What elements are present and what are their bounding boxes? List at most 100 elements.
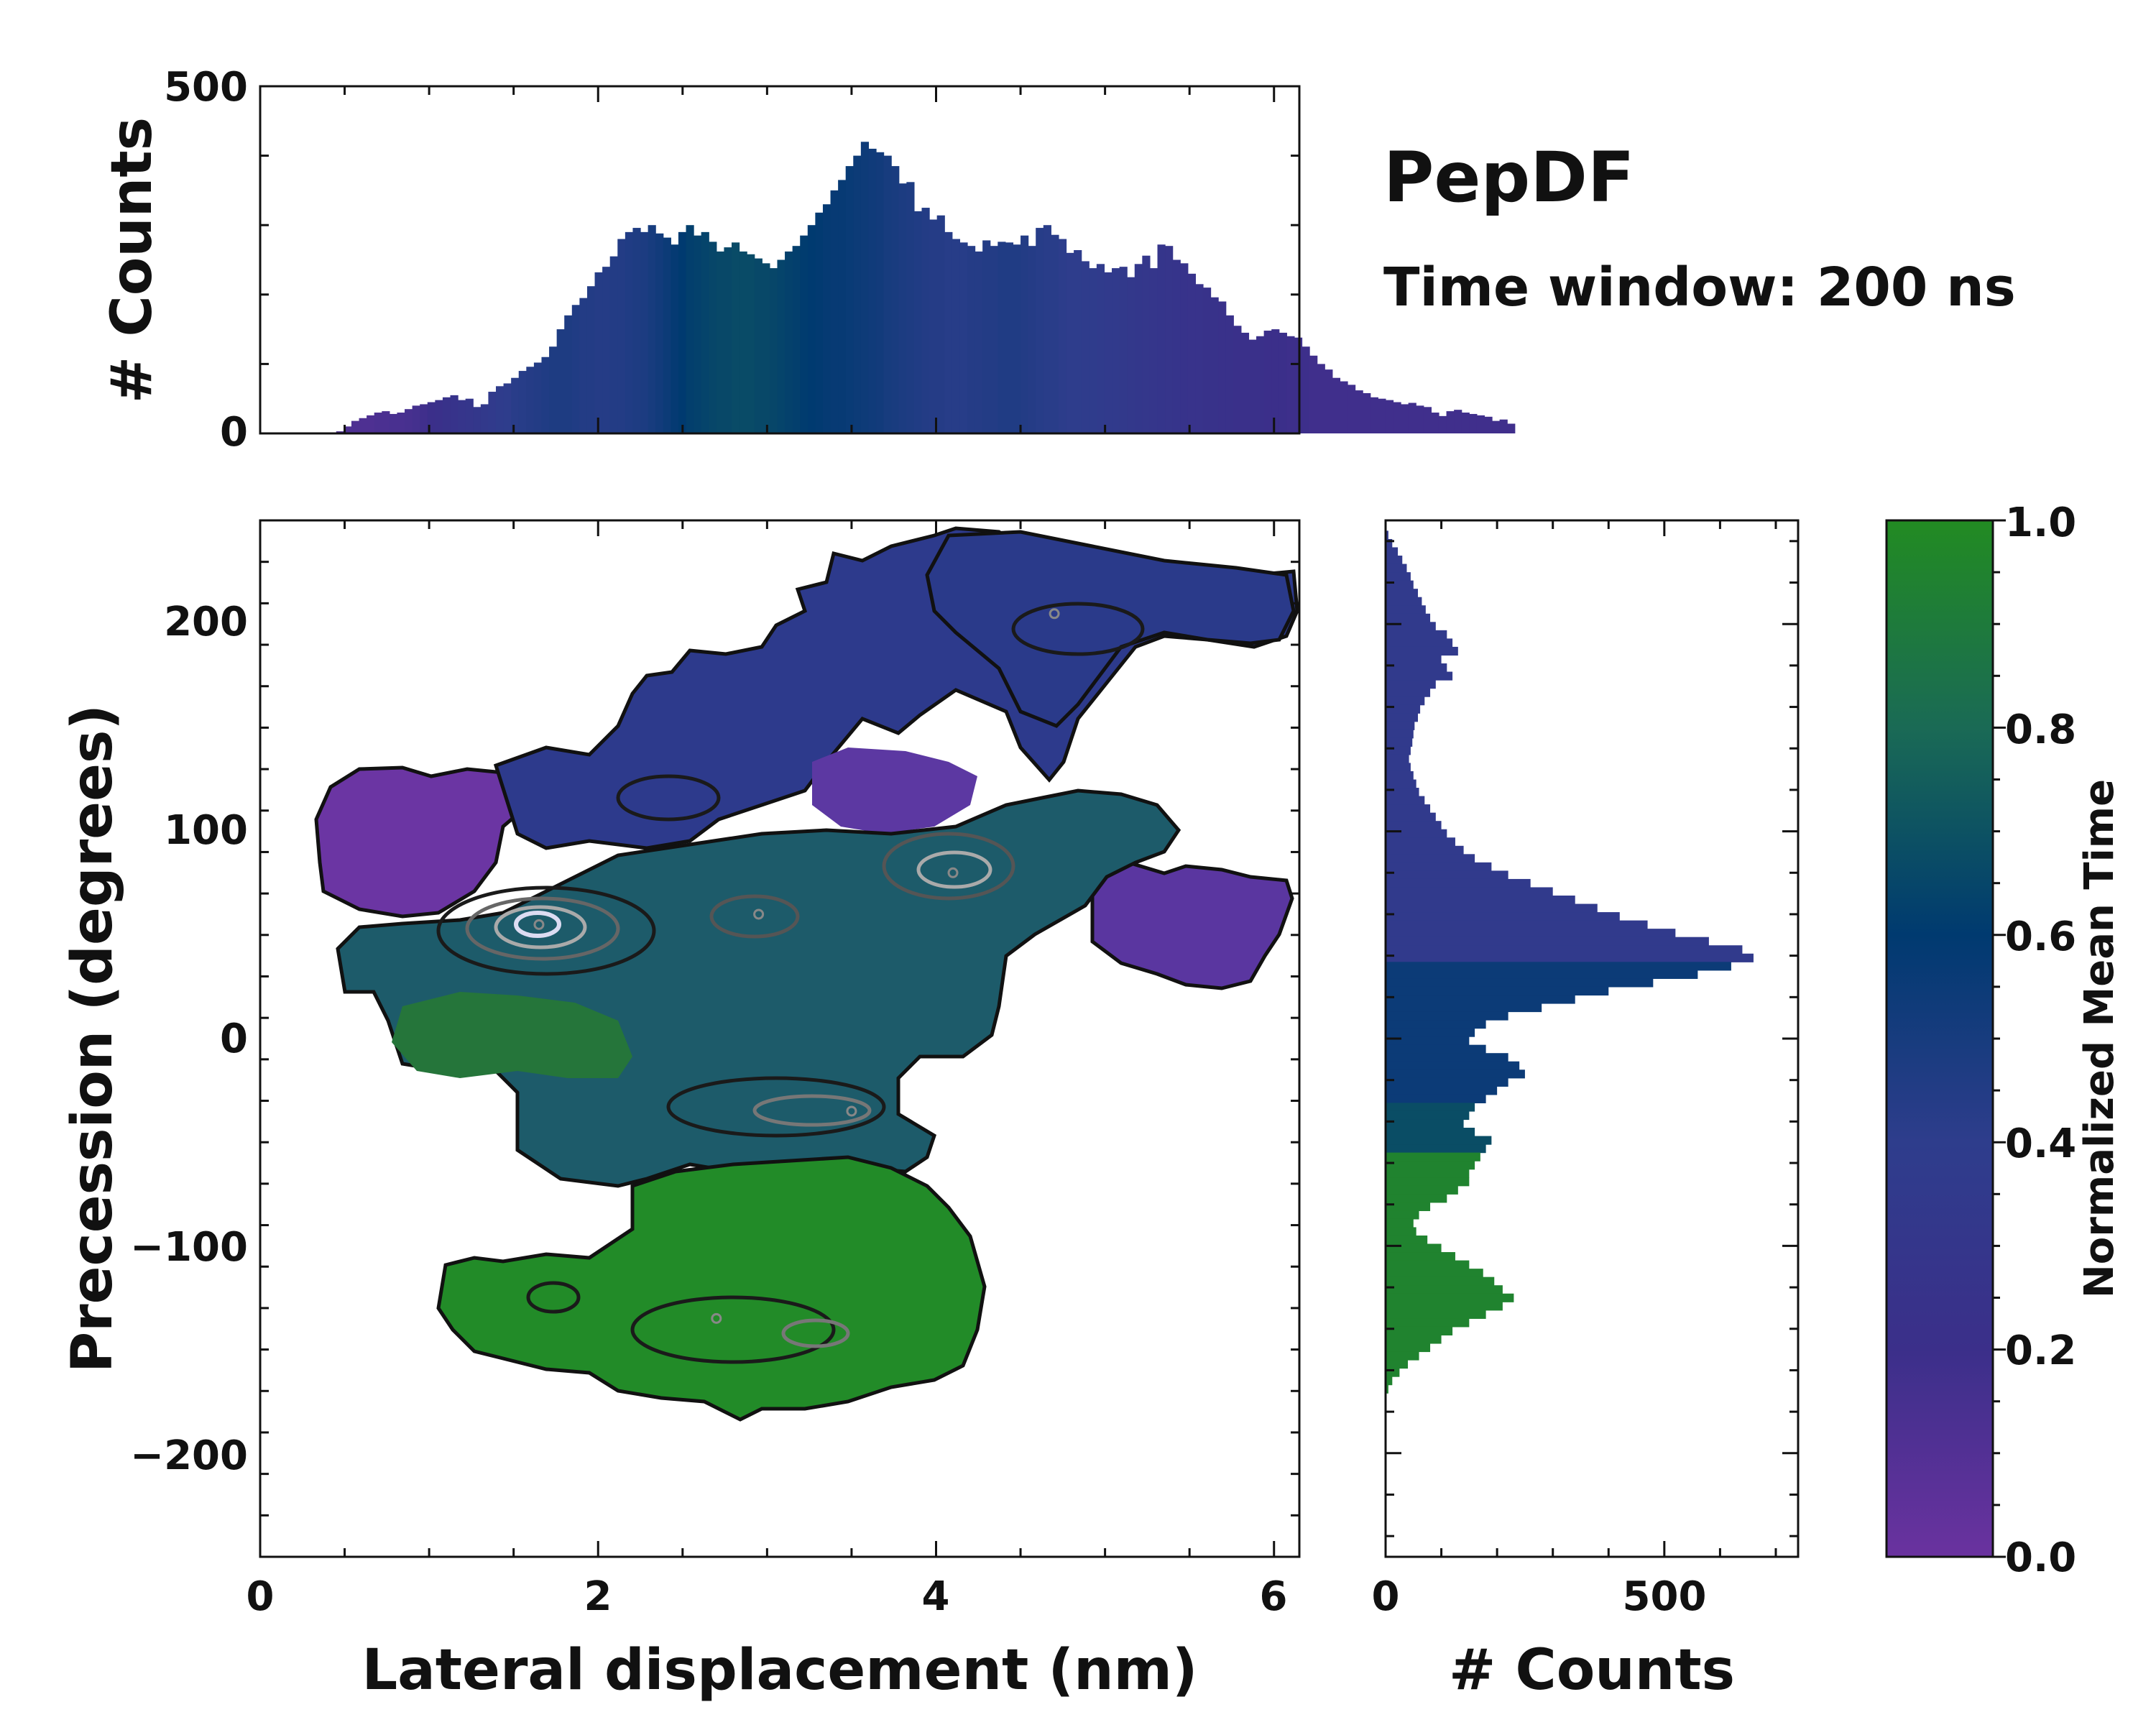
- right-histogram-bar: [1386, 1077, 1508, 1087]
- top-histogram-bar: [648, 225, 656, 433]
- top-histogram-bar: [1476, 415, 1485, 433]
- colorbar-tick-0.2: 0.2: [2005, 1328, 2076, 1374]
- top-histogram-bar: [990, 246, 998, 433]
- right-histogram-bar: [1386, 870, 1508, 880]
- top-histogram-bar: [1142, 255, 1151, 433]
- top-histogram-bar: [450, 395, 459, 433]
- right-histogram-bar: [1386, 1169, 1470, 1178]
- top-histogram-bar: [586, 286, 596, 433]
- top-histogram-bar: [853, 155, 862, 433]
- top-histogram-bar: [397, 413, 405, 433]
- main-xtick-label-4: 4: [922, 1573, 950, 1620]
- colorbar-tick-1.0: 1.0: [2005, 500, 2076, 546]
- right-histogram-bar: [1386, 1003, 1542, 1013]
- right-histogram-bar: [1386, 854, 1475, 863]
- top-histogram-bar: [1233, 326, 1242, 433]
- top-histogram-bar: [1089, 268, 1097, 433]
- top-histogram-bar: [1195, 284, 1204, 433]
- right-histogram-bar: [1386, 646, 1458, 656]
- top-histogram-bar: [458, 400, 466, 433]
- top-histogram-bar: [891, 166, 900, 433]
- density-peak-marker: [947, 867, 959, 878]
- right-histogram-bar: [1386, 1036, 1470, 1046]
- right-histogram-bar: [1386, 589, 1418, 598]
- top-histogram-bar: [982, 240, 991, 433]
- right-histogram-bar: [1386, 887, 1553, 896]
- top-histogram-bar: [936, 215, 945, 433]
- colorbar-gradient: [1885, 519, 1994, 1558]
- density-peak-marker: [753, 908, 765, 920]
- top-histogram-bar: [1393, 402, 1401, 433]
- right-histogram-bar: [1386, 986, 1609, 996]
- top-histogram-bar: [1385, 400, 1394, 433]
- top-histogram-bar: [541, 356, 550, 433]
- right-histogram-bar: [1386, 1161, 1475, 1170]
- right-histogram-bar: [1386, 713, 1418, 722]
- top-histogram-ylabel: # Counts: [100, 117, 165, 403]
- right-histogram-bar: [1386, 688, 1431, 697]
- top-histogram-bar: [405, 409, 413, 433]
- right-xtick-label-0: 0: [1372, 1573, 1400, 1620]
- right-histogram-bar: [1386, 1376, 1393, 1386]
- right-histogram-bar: [1386, 671, 1453, 681]
- top-histogram-bar: [435, 400, 443, 433]
- top-histogram-bar: [1340, 381, 1348, 433]
- top-histogram-bar: [1225, 315, 1234, 433]
- top-histogram-bar: [533, 362, 543, 433]
- top-histogram-bar: [602, 267, 611, 433]
- top-histogram-bar: [1446, 411, 1455, 433]
- right-histogram-bar: [1386, 572, 1411, 581]
- right-histogram-bar: [1386, 1011, 1508, 1021]
- right-histogram-bar: [1386, 1351, 1419, 1361]
- right-histogram-bar: [1386, 597, 1422, 606]
- top-histogram-bar: [344, 426, 352, 433]
- top-histogram-bar: [724, 247, 732, 433]
- top-histogram-bar: [785, 251, 793, 433]
- top-histogram-bar: [1096, 264, 1105, 433]
- right-histogram-bar: [1386, 1119, 1464, 1128]
- right-histogram-bar: [1386, 680, 1436, 689]
- right-histogram-bar: [1386, 1210, 1419, 1220]
- top-histogram-bar: [1438, 415, 1447, 433]
- main-heatmap-frame: [259, 519, 1301, 1558]
- right-histogram-xlabel: # Counts: [1449, 1638, 1735, 1703]
- top-histogram-bar: [511, 377, 520, 433]
- top-histogram-bar: [1431, 413, 1439, 433]
- top-histogram-bar: [1074, 249, 1082, 433]
- top-histogram-bar: [663, 237, 671, 433]
- right-histogram: 0 500 # Counts: [1372, 519, 1800, 1703]
- top-histogram-bar: [1507, 423, 1516, 433]
- contour-peak-4-inner: [752, 1094, 872, 1127]
- top-histogram-bar: [1492, 420, 1501, 433]
- top-histogram-bar: [503, 383, 512, 433]
- top-histogram-bar: [549, 346, 558, 433]
- top-histogram-bar: [1240, 332, 1250, 433]
- right-xtick-label-500: 500: [1623, 1573, 1707, 1620]
- right-histogram-bar: [1386, 1335, 1442, 1344]
- top-histogram-bar: [769, 268, 778, 433]
- top-histogram-bar: [1202, 288, 1212, 433]
- top-histogram-bar: [967, 246, 976, 433]
- right-histogram-bar: [1386, 912, 1620, 921]
- top-histogram-bar: [374, 413, 382, 433]
- right-histogram-bar: [1386, 1028, 1475, 1037]
- top-histogram-bar: [1066, 252, 1074, 433]
- right-histogram-bar: [1386, 1310, 1486, 1319]
- main-ytick-label-200: 200: [164, 599, 248, 645]
- right-histogram-bar: [1386, 721, 1415, 730]
- top-histogram-bar: [1028, 246, 1036, 433]
- right-histogram-bar: [1386, 1218, 1414, 1228]
- top-histogram-bar: [427, 402, 436, 433]
- right-histogram-bar: [1386, 613, 1431, 622]
- colorbar-tick-0.6: 0.6: [2005, 914, 2076, 960]
- top-histogram-bar: [671, 244, 679, 433]
- top-histogram-bar: [822, 204, 831, 433]
- heatmap-region-green-mid: [392, 992, 632, 1078]
- top-histogram-bar: [868, 148, 877, 433]
- top-histogram-bar: [571, 305, 580, 433]
- top-histogram-bar: [480, 404, 489, 433]
- top-histogram-bar: [579, 298, 588, 433]
- right-histogram-bar: [1386, 1128, 1475, 1137]
- top-histogram-bar: [694, 235, 702, 433]
